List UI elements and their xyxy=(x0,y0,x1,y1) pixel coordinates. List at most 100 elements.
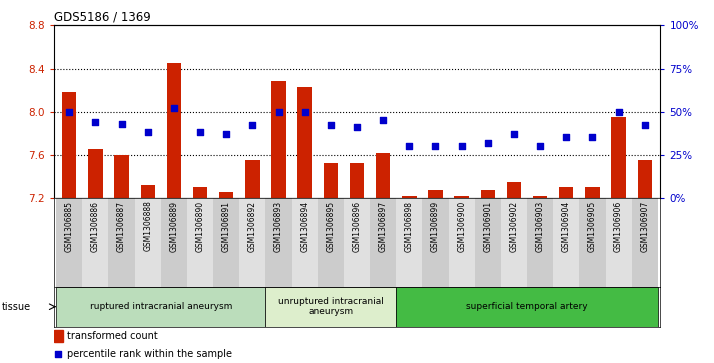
Point xyxy=(587,135,598,140)
Bar xyxy=(213,198,239,287)
Bar xyxy=(611,117,625,198)
Point xyxy=(534,143,545,149)
Bar xyxy=(89,149,103,198)
Bar xyxy=(56,287,266,327)
Point xyxy=(378,117,389,123)
Text: GSM1306892: GSM1306892 xyxy=(248,200,257,252)
Point xyxy=(90,119,101,125)
Text: GSM1306890: GSM1306890 xyxy=(196,200,204,252)
Bar xyxy=(135,198,161,287)
Text: GSM1306888: GSM1306888 xyxy=(144,200,152,252)
Text: GSM1306891: GSM1306891 xyxy=(222,200,231,252)
Bar xyxy=(527,198,553,287)
Bar xyxy=(62,92,76,198)
Bar xyxy=(82,198,109,287)
Text: GDS5186 / 1369: GDS5186 / 1369 xyxy=(54,11,151,24)
Point xyxy=(53,351,64,357)
Bar xyxy=(370,198,396,287)
Point xyxy=(482,140,493,146)
Bar xyxy=(187,198,213,287)
Text: GSM1306889: GSM1306889 xyxy=(169,200,178,252)
Text: GSM1306900: GSM1306900 xyxy=(457,200,466,252)
Bar xyxy=(141,185,155,198)
Bar xyxy=(239,198,266,287)
Bar xyxy=(291,198,318,287)
Bar xyxy=(402,196,416,198)
Point xyxy=(403,143,415,149)
Bar xyxy=(559,187,573,198)
Bar xyxy=(638,160,652,198)
Text: GSM1306887: GSM1306887 xyxy=(117,200,126,252)
Point xyxy=(508,131,520,137)
Text: GSM1306894: GSM1306894 xyxy=(300,200,309,252)
Point xyxy=(430,143,441,149)
Bar xyxy=(271,81,286,198)
Bar xyxy=(585,187,600,198)
Text: GSM1306897: GSM1306897 xyxy=(378,200,388,252)
Text: GSM1306903: GSM1306903 xyxy=(536,200,545,252)
Bar xyxy=(109,198,135,287)
Bar xyxy=(54,330,63,342)
Point xyxy=(194,130,206,135)
Text: percentile rank within the sample: percentile rank within the sample xyxy=(67,349,232,359)
Bar xyxy=(298,87,312,198)
Text: tissue: tissue xyxy=(1,302,31,312)
Text: GSM1306898: GSM1306898 xyxy=(405,200,414,252)
Point xyxy=(639,123,650,129)
Text: GSM1306896: GSM1306896 xyxy=(353,200,361,252)
Point xyxy=(221,131,232,137)
Bar xyxy=(193,187,207,198)
Bar xyxy=(318,198,344,287)
Point xyxy=(560,135,572,140)
Text: GSM1306895: GSM1306895 xyxy=(326,200,336,252)
Point xyxy=(64,109,75,115)
Point xyxy=(351,124,363,130)
Text: GSM1306907: GSM1306907 xyxy=(640,200,649,252)
Bar xyxy=(350,163,364,198)
Bar xyxy=(161,198,187,287)
Bar xyxy=(454,196,469,198)
Point xyxy=(456,143,468,149)
Bar xyxy=(533,196,548,198)
Bar xyxy=(553,198,579,287)
Point xyxy=(116,121,127,127)
Bar xyxy=(501,198,527,287)
Text: GSM1306885: GSM1306885 xyxy=(65,200,74,252)
Text: GSM1306899: GSM1306899 xyxy=(431,200,440,252)
Bar xyxy=(376,152,391,198)
Bar xyxy=(396,198,423,287)
Bar xyxy=(507,182,521,198)
Bar xyxy=(323,163,338,198)
Point xyxy=(299,109,311,115)
Text: ruptured intracranial aneurysm: ruptured intracranial aneurysm xyxy=(90,302,232,311)
Point xyxy=(246,123,258,129)
Text: GSM1306904: GSM1306904 xyxy=(562,200,570,252)
Text: GSM1306901: GSM1306901 xyxy=(483,200,492,252)
Bar xyxy=(475,198,501,287)
Text: GSM1306905: GSM1306905 xyxy=(588,200,597,252)
Text: GSM1306886: GSM1306886 xyxy=(91,200,100,252)
Bar xyxy=(56,198,82,287)
Bar xyxy=(396,287,658,327)
Bar xyxy=(448,198,475,287)
Bar xyxy=(344,198,370,287)
Point xyxy=(142,130,154,135)
Bar xyxy=(245,160,260,198)
Point xyxy=(273,109,284,115)
Point xyxy=(169,105,180,111)
Text: unruptured intracranial
aneurysm: unruptured intracranial aneurysm xyxy=(278,297,384,317)
Bar xyxy=(481,190,495,198)
Bar xyxy=(605,198,632,287)
Bar xyxy=(114,155,129,198)
Bar xyxy=(266,287,396,327)
Text: GSM1306906: GSM1306906 xyxy=(614,200,623,252)
Point xyxy=(613,109,624,115)
Bar xyxy=(219,192,233,198)
Bar xyxy=(266,198,291,287)
Bar xyxy=(166,63,181,198)
Bar xyxy=(423,198,448,287)
Text: transformed count: transformed count xyxy=(67,331,158,341)
Text: superficial temporal artery: superficial temporal artery xyxy=(466,302,588,311)
Text: GSM1306902: GSM1306902 xyxy=(510,200,518,252)
Bar xyxy=(579,198,605,287)
